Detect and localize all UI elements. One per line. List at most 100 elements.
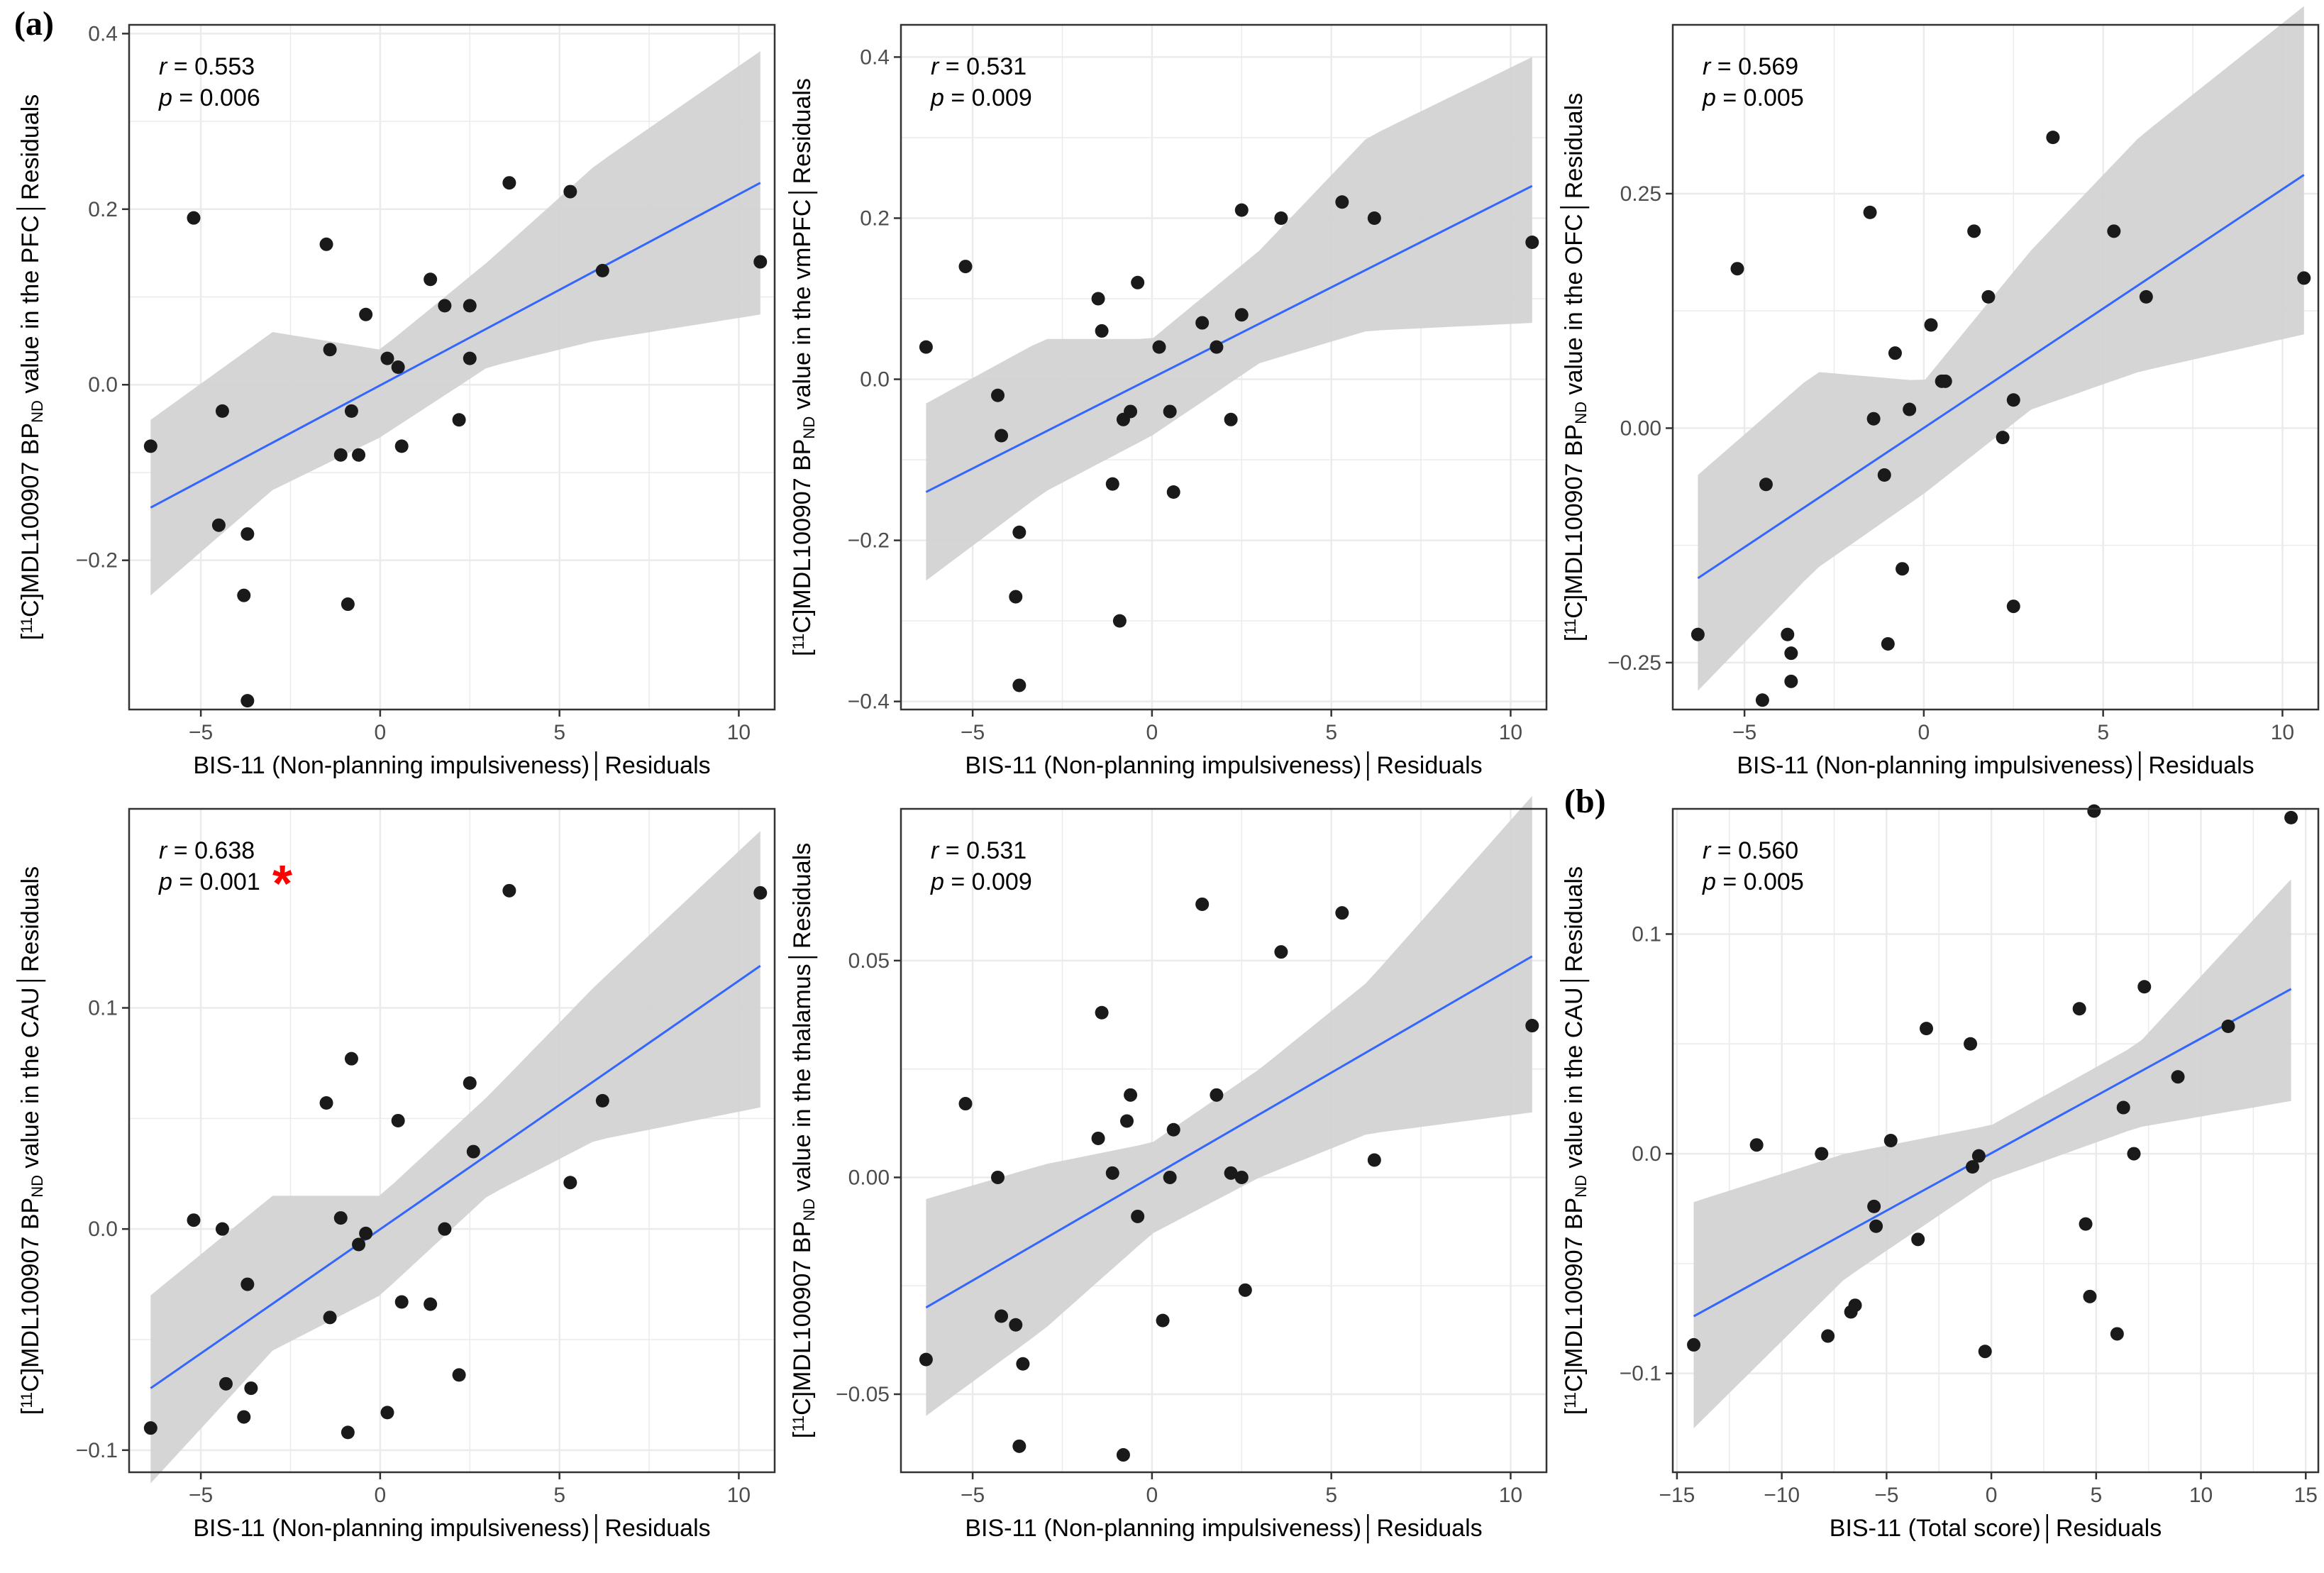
data-point [1525,236,1539,250]
data-point [995,1309,1009,1323]
data-point [2137,980,2152,994]
data-point [2171,1070,2185,1084]
y-tick-label: 0.0 [860,368,890,392]
y-tick-label: 0.2 [88,198,118,221]
y-axis-label-part: C]MDL100907 BP [17,1198,44,1392]
p-symbol: p [158,868,172,895]
x-tick-label: −5 [961,1484,985,1507]
y-axis-label-part: C]MDL100907 BP [17,423,44,617]
data-point [563,1176,577,1190]
data-point [991,1170,1005,1184]
data-point [215,404,229,418]
data-point [1867,1199,1881,1213]
x-tick-label: −10 [1764,1484,1800,1507]
x-axis-label: BIS-11 (Non-planning impulsiveness)│Resi… [1737,751,2254,781]
r-value: = 0.638 [167,837,255,864]
data-point [2006,393,2020,407]
y-tick-label: 0.25 [1620,182,1661,206]
x-tick-label: 5 [1325,721,1337,744]
y-axis-label-part: 11 [1561,1392,1579,1408]
x-tick-label: 0 [1918,721,1930,744]
y-axis-label-part: [ [1561,1408,1588,1415]
y-axis-label-part: ND [28,1175,46,1198]
y-tick-label: 0.0 [88,1218,118,1241]
x-tick-label: −5 [189,1484,213,1507]
data-point [2079,1217,2093,1231]
y-tick-label: −0.1 [1620,1362,1661,1386]
y-axis-label: [11C]MDL100907 BPND value in the OFC│Res… [1560,93,1590,641]
r-symbol: r [159,53,168,80]
data-point [463,299,477,313]
data-point [753,885,768,900]
x-tick-label: 5 [553,721,565,744]
x-tick-label: 0 [375,721,387,744]
y-axis-label-part: value in the thalamus│Residuals [788,843,818,1198]
p-value: = 0.006 [172,84,260,111]
confidence-band [1698,6,2304,691]
data-point [1210,1088,1224,1102]
data-point [394,1295,409,1309]
y-axis-label-part: value in the CAU│Residuals [16,866,46,1175]
y-axis-label-part: [ [17,1408,44,1415]
x-tick-label: 0 [1146,721,1158,744]
y-tick-label: −0.05 [836,1383,890,1406]
y-axis-label-part: 11 [1561,619,1579,635]
data-point [1883,1134,1898,1147]
plot-border [128,807,776,1474]
data-point [1877,468,1891,482]
plot-border [1671,807,2320,1474]
data-point [1367,211,1381,225]
y-tick-label: 0.0 [1632,1142,1661,1166]
data-point [1924,318,1938,332]
chart-6: −15 −10 −5 0 5 10 15 −0.1 0.0 0.1 BIS-11 (Total sc… [1560,804,2320,1544]
data-point [438,1222,452,1236]
data-point [1009,1318,1023,1332]
significance-star: * [272,856,292,912]
data-point [143,439,157,453]
data-point [341,1425,355,1440]
chart-2: −5 0 5 10 −0.4 −0.2 0.0 0.2 0.4 BIS-11 (Non-plann… [788,23,1548,781]
x-axis-label: BIS-11 (Non-planning impulsiveness)│Resi… [193,751,710,781]
data-point [1091,1131,1105,1145]
p-statistic: p = 0.009 [930,84,1032,111]
data-point [323,343,337,357]
data-point [1163,404,1177,419]
data-point [1784,646,1798,661]
data-point [919,340,933,354]
data-point [380,351,394,365]
data-point [380,1406,394,1420]
data-point [1224,412,1238,426]
y-axis-label-part: [ [1561,634,1588,641]
data-point [1156,1313,1170,1328]
data-point [1367,1153,1381,1167]
y-axis-label: [11C]MDL100907 BPND value in the thalamu… [788,843,818,1438]
data-point [1821,1329,1835,1343]
y-axis-label-part: 11 [790,1415,807,1432]
r-symbol: r [931,837,940,864]
data-point [1124,1088,1138,1102]
y-axis-label-part: C]MDL100907 BP [1561,1198,1588,1392]
regression-line [925,955,1533,1309]
data-point [1095,324,1109,338]
data-point [438,299,452,313]
data-point [1749,1138,1764,1152]
data-point [2046,131,2060,145]
data-point [1755,693,1769,707]
x-axis-label: BIS-11 (Non-planning impulsiveness)│Resi… [965,751,1482,781]
x-tick-label: 10 [1499,1484,1522,1507]
confidence-band [150,831,760,1484]
plot-border [1671,23,2320,711]
x-tick-label: 5 [2097,721,2109,744]
data-point [1759,478,1773,492]
p-value: = 0.001 [172,868,260,895]
data-point [244,1381,258,1396]
p-statistic: p = 0.006 [158,84,260,111]
data-point [1105,1166,1119,1180]
x-tick-label: −5 [1732,721,1756,744]
x-tick-label: 0 [1986,1484,1998,1507]
data-point [1920,1022,1933,1036]
data-point [1112,614,1127,628]
r-statistic: r = 0.531 [931,53,1027,80]
data-point [333,448,348,462]
